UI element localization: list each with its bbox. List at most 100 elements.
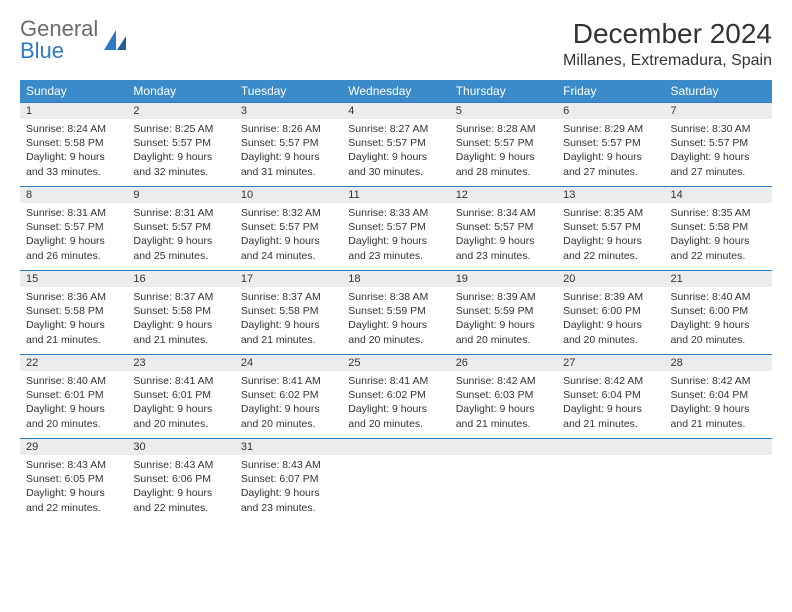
day-body: Sunrise: 8:34 AMSunset: 5:57 PMDaylight:… [450,203,557,269]
day-number: 2 [127,102,234,119]
daylight-text: Daylight: 9 hours and 23 minutes. [241,486,336,514]
calendar-day: 2Sunrise: 8:25 AMSunset: 5:57 PMDaylight… [127,102,234,186]
sunrise-text: Sunrise: 8:34 AM [456,206,551,220]
day-body: Sunrise: 8:33 AMSunset: 5:57 PMDaylight:… [342,203,449,269]
daylight-text: Daylight: 9 hours and 20 minutes. [133,402,228,430]
daylight-text: Daylight: 9 hours and 33 minutes. [26,150,121,178]
day-body: Sunrise: 8:36 AMSunset: 5:58 PMDaylight:… [20,287,127,353]
day-body: Sunrise: 8:41 AMSunset: 6:02 PMDaylight:… [235,371,342,437]
sunset-text: Sunset: 5:57 PM [26,220,121,234]
calendar-week: 15Sunrise: 8:36 AMSunset: 5:58 PMDayligh… [20,270,772,354]
calendar-day: 6Sunrise: 8:29 AMSunset: 5:57 PMDaylight… [557,102,664,186]
calendar-day: 10Sunrise: 8:32 AMSunset: 5:57 PMDayligh… [235,186,342,270]
day-number: 1 [20,102,127,119]
sunrise-text: Sunrise: 8:41 AM [348,374,443,388]
day-number: 8 [20,186,127,203]
sunset-text: Sunset: 5:57 PM [456,220,551,234]
calendar-day-empty [557,438,664,522]
sunrise-text: Sunrise: 8:42 AM [563,374,658,388]
daylight-text: Daylight: 9 hours and 21 minutes. [133,318,228,346]
sunrise-text: Sunrise: 8:39 AM [456,290,551,304]
sunset-text: Sunset: 6:02 PM [241,388,336,402]
sunrise-text: Sunrise: 8:37 AM [241,290,336,304]
calendar-day-empty [665,438,772,522]
day-body: Sunrise: 8:30 AMSunset: 5:57 PMDaylight:… [665,119,772,185]
sunrise-text: Sunrise: 8:29 AM [563,122,658,136]
day-number: 20 [557,270,664,287]
day-number: 4 [342,102,449,119]
day-number: 29 [20,438,127,455]
sunrise-text: Sunrise: 8:40 AM [671,290,766,304]
daylight-text: Daylight: 9 hours and 27 minutes. [671,150,766,178]
calendar-day: 25Sunrise: 8:41 AMSunset: 6:02 PMDayligh… [342,354,449,438]
day-body: Sunrise: 8:37 AMSunset: 5:58 PMDaylight:… [235,287,342,353]
day-body: Sunrise: 8:28 AMSunset: 5:57 PMDaylight:… [450,119,557,185]
day-number: 14 [665,186,772,203]
calendar-day: 11Sunrise: 8:33 AMSunset: 5:57 PMDayligh… [342,186,449,270]
daylight-text: Daylight: 9 hours and 27 minutes. [563,150,658,178]
day-number: 27 [557,354,664,371]
sunset-text: Sunset: 5:58 PM [26,136,121,150]
sunset-text: Sunset: 5:59 PM [348,304,443,318]
calendar-day: 27Sunrise: 8:42 AMSunset: 6:04 PMDayligh… [557,354,664,438]
sunrise-text: Sunrise: 8:37 AM [133,290,228,304]
sunset-text: Sunset: 5:58 PM [671,220,766,234]
day-body: Sunrise: 8:26 AMSunset: 5:57 PMDaylight:… [235,119,342,185]
calendar-day: 8 Sunrise: 8:31 AMSunset: 5:57 PMDaylight… [20,186,127,270]
day-number: 30 [127,438,234,455]
daylight-text: Daylight: 9 hours and 22 minutes. [26,486,121,514]
daylight-text: Daylight: 9 hours and 21 minutes. [26,318,121,346]
day-body: Sunrise: 8:24 AMSunset: 5:58 PMDaylight:… [20,119,127,185]
sunrise-text: Sunrise: 8:36 AM [26,290,121,304]
day-body: Sunrise: 8:41 AMSunset: 6:01 PMDaylight:… [127,371,234,437]
calendar-week: 29Sunrise: 8:43 AMSunset: 6:05 PMDayligh… [20,438,772,522]
day-body: Sunrise: 8:37 AMSunset: 5:58 PMDaylight:… [127,287,234,353]
day-body: Sunrise: 8:42 AMSunset: 6:03 PMDaylight:… [450,371,557,437]
day-body: Sunrise: 8:35 AMSunset: 5:57 PMDaylight:… [557,203,664,269]
sunset-text: Sunset: 6:07 PM [241,472,336,486]
day-number: 21 [665,270,772,287]
day-number: 25 [342,354,449,371]
day-number: 23 [127,354,234,371]
calendar-day: 26Sunrise: 8:42 AMSunset: 6:03 PMDayligh… [450,354,557,438]
daylight-text: Daylight: 9 hours and 21 minutes. [456,402,551,430]
day-body: Sunrise: 8:41 AMSunset: 6:02 PMDaylight:… [342,371,449,437]
header: General Blue December 2024 Millanes, Ext… [20,18,772,76]
day-body [665,455,772,515]
weekday-header: Wednesday [342,80,449,102]
daylight-text: Daylight: 9 hours and 22 minutes. [671,234,766,262]
calendar-day-empty [342,438,449,522]
calendar-day: 13Sunrise: 8:35 AMSunset: 5:57 PMDayligh… [557,186,664,270]
daylight-text: Daylight: 9 hours and 20 minutes. [563,318,658,346]
calendar-week: 22Sunrise: 8:40 AMSunset: 6:01 PMDayligh… [20,354,772,438]
calendar-day: 28Sunrise: 8:42 AMSunset: 6:04 PMDayligh… [665,354,772,438]
calendar-table: SundayMondayTuesdayWednesdayThursdayFrid… [20,80,772,522]
calendar-week: 8Sunrise: 8:31 AMSunset: 5:57 PMDaylight… [20,186,772,270]
calendar-day: 31Sunrise: 8:43 AMSunset: 6:07 PMDayligh… [235,438,342,522]
day-number: 18 [342,270,449,287]
day-number [557,438,664,455]
day-number: 24 [235,354,342,371]
daylight-text: Daylight: 9 hours and 20 minutes. [348,318,443,346]
sunset-text: Sunset: 5:58 PM [133,304,228,318]
weekday-row: SundayMondayTuesdayWednesdayThursdayFrid… [20,80,772,102]
day-body: Sunrise: 8:42 AMSunset: 6:04 PMDaylight:… [557,371,664,437]
day-number: 7 [665,102,772,119]
sunset-text: Sunset: 6:02 PM [348,388,443,402]
sunset-text: Sunset: 6:01 PM [133,388,228,402]
day-number: 10 [235,186,342,203]
daylight-text: Daylight: 9 hours and 21 minutes. [241,318,336,346]
sunset-text: Sunset: 5:57 PM [133,220,228,234]
daylight-text: Daylight: 9 hours and 26 minutes. [26,234,121,262]
day-number: 31 [235,438,342,455]
sunrise-text: Sunrise: 8:31 AM [26,206,121,220]
month-title: December 2024 [563,18,772,50]
sunset-text: Sunset: 6:01 PM [26,388,121,402]
calendar-day: 7Sunrise: 8:30 AMSunset: 5:57 PMDaylight… [665,102,772,186]
sunset-text: Sunset: 5:57 PM [241,220,336,234]
sunset-text: Sunset: 6:04 PM [671,388,766,402]
day-number: 9 [127,186,234,203]
day-number: 3 [235,102,342,119]
day-body: Sunrise: 8:42 AMSunset: 6:04 PMDaylight:… [665,371,772,437]
day-number: 19 [450,270,557,287]
